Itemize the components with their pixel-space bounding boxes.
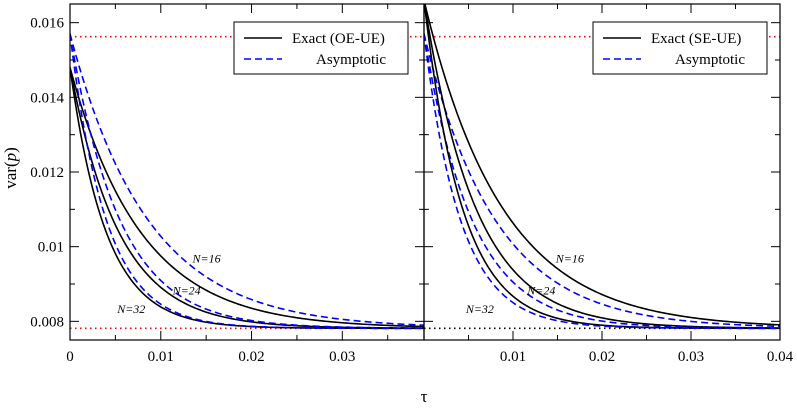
asymptotic-curve-n16	[424, 33, 780, 328]
legend-exact-label: Exact (SE-UE)	[651, 31, 741, 47]
x-tick-label: 0.02	[589, 349, 615, 365]
x-tick-label: 0.02	[238, 349, 264, 365]
curve-annotations: N=16 N=24 N=32	[116, 251, 220, 316]
curves	[424, 4, 780, 330]
exact-curve-n16	[70, 67, 424, 328]
curve-annotations: N=16 N=24 N=32	[465, 251, 584, 316]
exact-curve-n16	[424, 4, 780, 326]
panel-oe-ue: 0 0.01 0.02 0.03 0.008 0.01 0.012 0.014 0.016 N=…	[30, 3, 425, 365]
ticks: 0.01 0.02 0.03 0.04	[423, 4, 794, 365]
legend-asymptotic-label: Asymptotic	[316, 52, 386, 68]
curve-label-n-16: N=16	[555, 251, 584, 265]
legend-box	[233, 21, 409, 75]
curve-label-n-16: N=16	[192, 251, 221, 265]
x-tick-label: 0.03	[329, 349, 355, 365]
ticks: 0 0.01 0.02 0.03 0.008 0.01 0.012 0.014 0.016	[30, 4, 424, 365]
curve-label-n-32: N=32	[116, 302, 145, 316]
x-tick-label: 0.03	[678, 349, 704, 365]
y-tick-label: 0.016	[30, 16, 64, 32]
legend-asymptotic-label: Asymptotic	[675, 52, 745, 68]
x-tick-label: 0.01	[148, 349, 174, 365]
asymptotic-curve-n32	[70, 33, 424, 330]
curve-label-n-24: N=24	[526, 283, 555, 297]
curves	[70, 33, 424, 330]
legend-box	[592, 21, 768, 75]
legend: Exact (SE-UE) Asymptotic	[592, 21, 768, 75]
curve-label-n-32: N=32	[465, 302, 494, 316]
legend: Exact (OE-UE) Asymptotic	[233, 21, 409, 75]
panel-se-ue: 0.01 0.02 0.03 0.04 N=16 N=24 N=32 Exact (SE-…	[423, 3, 794, 365]
curve-label-n-24: N=24	[172, 283, 201, 297]
y-tick-label: 0.008	[30, 314, 64, 330]
x-tick-label: 0.04	[767, 349, 794, 365]
y-axis-label: var(p)	[1, 147, 20, 189]
asymptotic-curve-n32	[424, 33, 780, 330]
x-axis-label: τ	[421, 387, 428, 406]
asymptotic-curve-n24	[70, 33, 424, 329]
asymptotic-curve-n16	[70, 33, 424, 326]
x-tick-label: 0.01	[500, 349, 526, 365]
y-tick-label: 0.012	[30, 165, 64, 181]
y-tick-label: 0.01	[38, 240, 64, 256]
legend-exact-label: Exact (OE-UE)	[292, 31, 385, 47]
x-tick-label: 0	[66, 349, 74, 365]
y-tick-label: 0.014	[30, 90, 64, 106]
